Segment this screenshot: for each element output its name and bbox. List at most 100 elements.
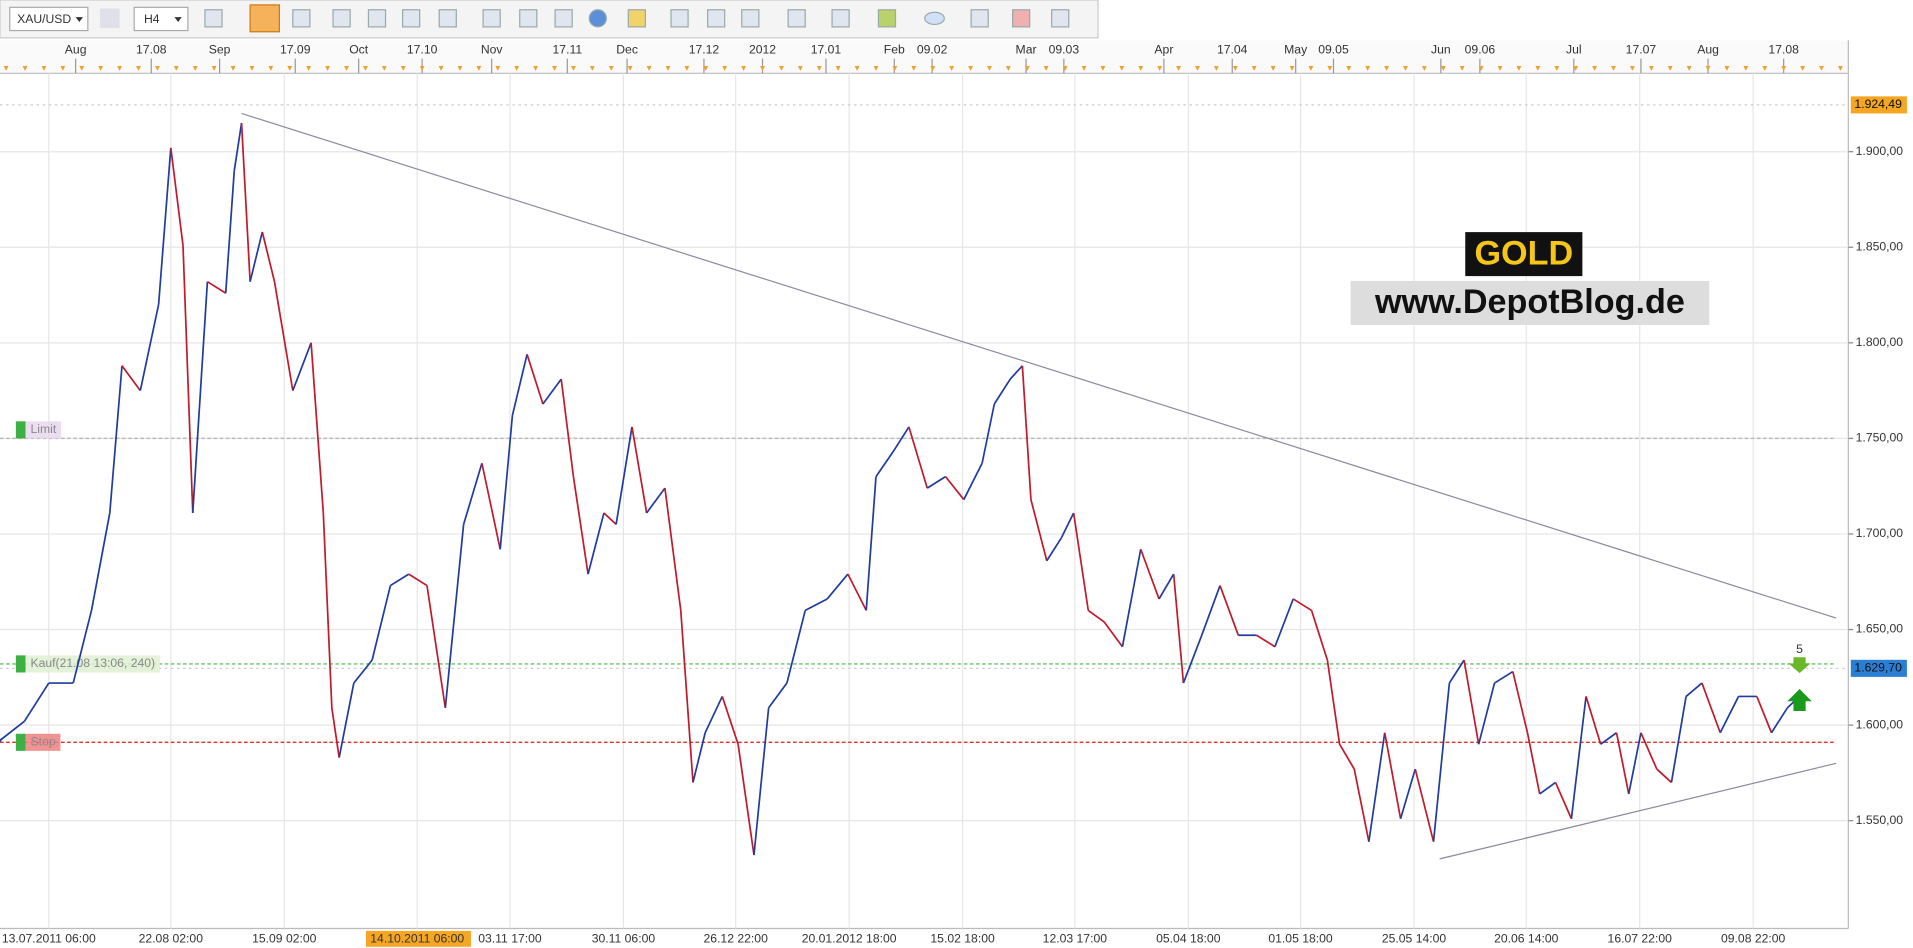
- price-segment: [542, 378, 562, 405]
- x-tick-label: 14.10.2011 06:00: [370, 932, 464, 946]
- price-segment: [444, 524, 465, 708]
- tick-triangle: [173, 65, 179, 71]
- price-segment: [1158, 573, 1175, 600]
- tick-triangle: [1043, 65, 1049, 71]
- price-segment: [1670, 696, 1687, 783]
- price-segment: [993, 378, 1011, 405]
- tool-icon[interactable]: [100, 8, 120, 29]
- top-tick-label: Jun: [1431, 42, 1451, 56]
- price-segment: [273, 281, 294, 391]
- price-segment: [499, 415, 514, 550]
- top-tick-label: Jul: [1566, 42, 1582, 56]
- tick-triangle: [873, 65, 879, 71]
- price-segment: [1539, 781, 1557, 795]
- tick-triangle: [703, 65, 709, 71]
- tick-triangle: [325, 65, 331, 71]
- price-segment: [1060, 512, 1075, 539]
- tick-triangle: [968, 65, 973, 71]
- price-segment: [1756, 696, 1773, 734]
- tick-triangle: [154, 65, 160, 71]
- tick-triangle: [1478, 65, 1484, 71]
- top-tick-label: 09.06: [1465, 42, 1496, 56]
- top-tick-label: 17.01: [811, 42, 842, 56]
- price-label: 1.629,70: [1854, 661, 1902, 675]
- tick-triangle: [1232, 65, 1238, 71]
- y-tick-label: 1.550,00: [1856, 813, 1904, 827]
- timeframe-select[interactable]: [133, 6, 189, 32]
- x-tick-label: 05.04 18:00: [1156, 932, 1221, 946]
- price-segment: [353, 659, 373, 684]
- level-handle: [15, 655, 26, 673]
- price-segment: [191, 281, 209, 513]
- tick-triangle: [987, 65, 992, 71]
- timeframe: H4: [144, 12, 160, 26]
- top-tick-label: 2012: [749, 42, 776, 56]
- tick-triangle: [495, 65, 501, 71]
- tick-triangle: [1459, 65, 1465, 71]
- top-tick-label: May: [1284, 42, 1308, 56]
- tick-triangle: [930, 65, 936, 71]
- level-box: [25, 421, 62, 439]
- tick-triangle: [627, 65, 633, 71]
- price-segment: [981, 403, 996, 464]
- tool-icons[interactable]: [204, 4, 1070, 33]
- price-segment: [1072, 512, 1090, 611]
- tick-triangle: [589, 65, 595, 71]
- price-segment: [1640, 732, 1658, 770]
- price-segment: [1121, 549, 1142, 647]
- price-segment: [1554, 782, 1573, 820]
- y-tick-label: 1.900,00: [1856, 144, 1904, 158]
- watermark-box: [1350, 280, 1710, 325]
- tick-triangle: [344, 65, 349, 71]
- price-segment: [721, 696, 739, 745]
- top-tick-label: 17.07: [1626, 42, 1657, 56]
- tick-triangle: [1365, 65, 1371, 71]
- price-segment: [169, 147, 184, 246]
- dropdown-arrow: [75, 17, 83, 22]
- x-tick-label: 20.01.2012 18:00: [802, 932, 897, 946]
- tick-triangle: [1535, 65, 1541, 71]
- price-segment: [1172, 574, 1185, 684]
- price-segment: [1200, 585, 1221, 636]
- price-segment: [664, 487, 682, 611]
- y-tick-label: 1.850,00: [1856, 239, 1904, 253]
- marker-label: 5: [1796, 642, 1803, 656]
- top-tick-label: 09.02: [917, 42, 948, 56]
- tick-triangle: [79, 65, 85, 71]
- price-segment: [1701, 682, 1722, 734]
- price-segment: [1310, 610, 1329, 661]
- price-segment: [767, 682, 788, 709]
- plot: 1.550,00 1.600,00 1.650,00 1.700,00 1.750,00…: [0, 42, 1907, 947]
- tick-triangle: [60, 65, 66, 71]
- tick-triangle: [1100, 65, 1106, 71]
- price-segment: [847, 573, 867, 611]
- y-tick-label: 1.700,00: [1856, 526, 1904, 540]
- price-segment: [1139, 548, 1160, 600]
- tick-triangle: [1213, 65, 1219, 71]
- tick-triangle: [1516, 65, 1522, 71]
- tick-triangle: [778, 65, 784, 71]
- price-segment: [560, 379, 575, 477]
- trendline: [1439, 762, 1837, 860]
- x-tick-label: 01.05 18:00: [1268, 932, 1333, 946]
- tick-triangle: [1327, 65, 1333, 71]
- x-tick-label: 20.06 14:00: [1494, 932, 1559, 946]
- tick-triangle: [1686, 65, 1692, 71]
- price-segment: [631, 426, 648, 514]
- price-segment: [108, 365, 123, 514]
- price-segment: [926, 475, 946, 489]
- signal-arrow: [1788, 657, 1811, 674]
- price-segment: [587, 512, 605, 575]
- tick-triangle: [98, 65, 104, 71]
- tick-triangle: [646, 65, 652, 71]
- gold-box: [1465, 232, 1583, 277]
- symbol-select[interactable]: [9, 6, 89, 32]
- price-segment: [1494, 670, 1514, 684]
- price-segment: [1719, 696, 1740, 734]
- tick-triangle: [552, 65, 557, 71]
- x-tick-label: 30.11 06:00: [592, 932, 656, 946]
- tick-triangle: [892, 65, 898, 71]
- level-label: Limit: [31, 422, 57, 436]
- price-segment: [72, 610, 93, 684]
- price-segment: [371, 585, 392, 661]
